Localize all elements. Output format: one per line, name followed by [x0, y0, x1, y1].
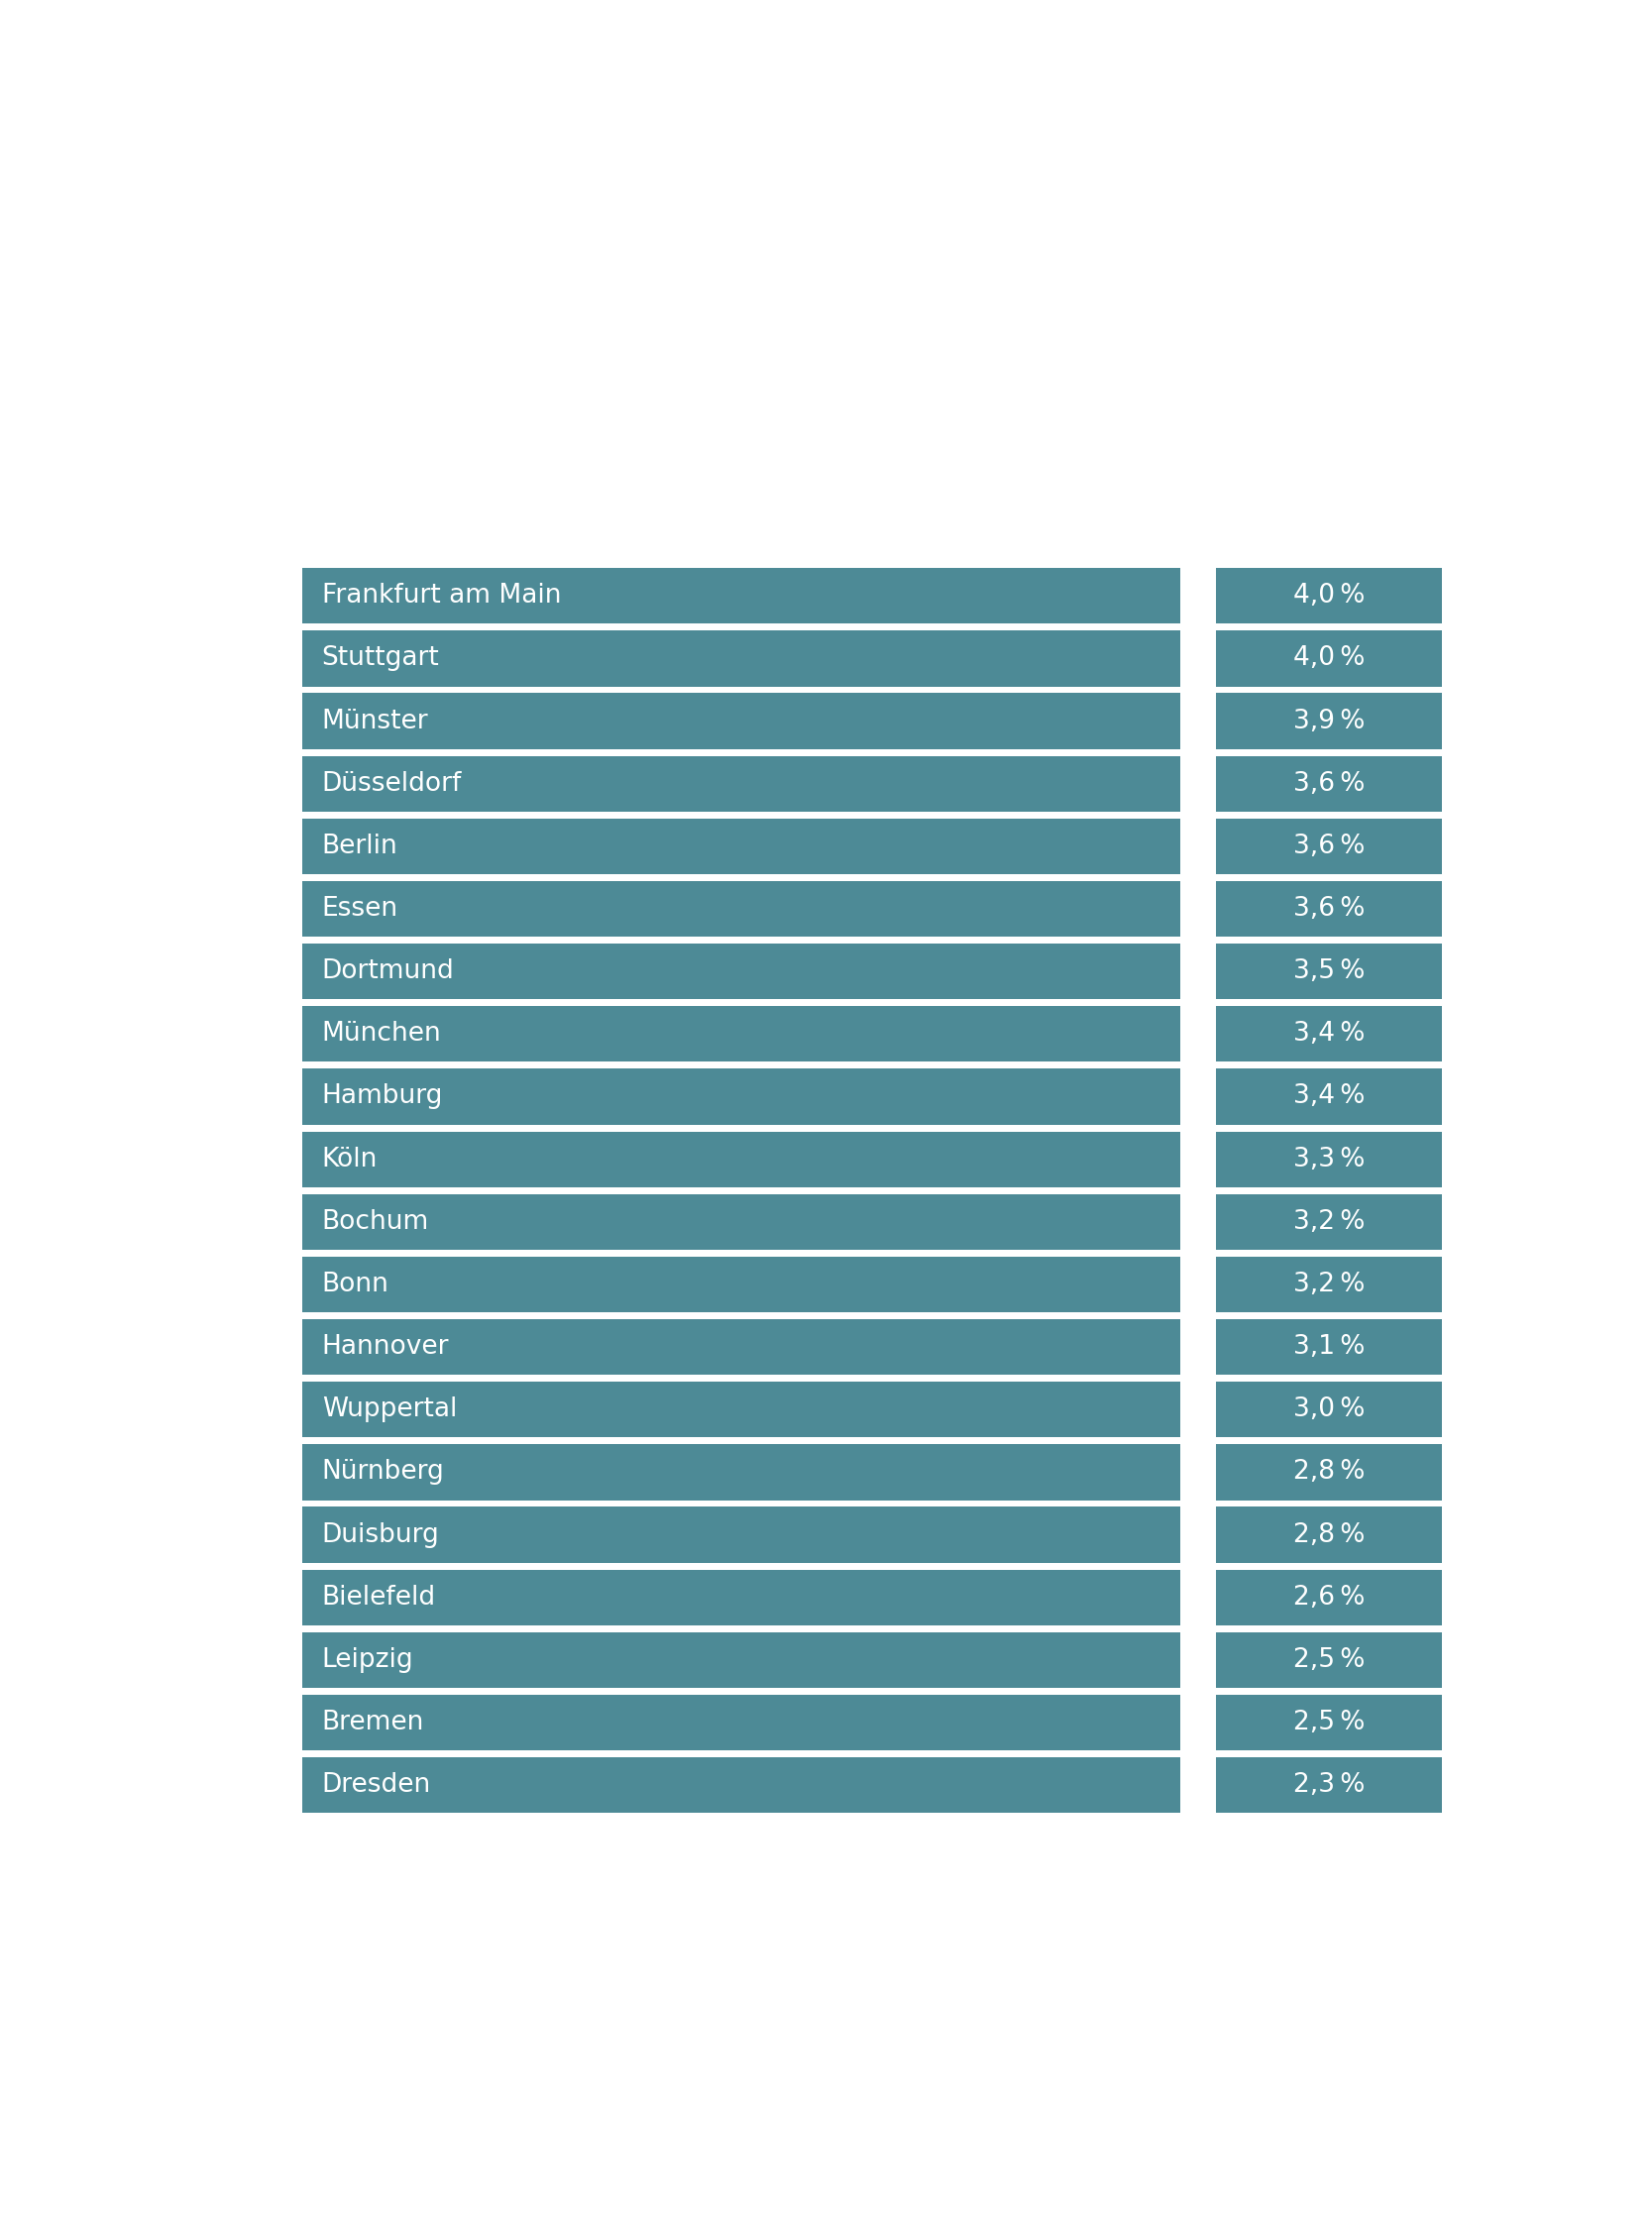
Text: 3,0 %: 3,0 % — [1294, 1396, 1365, 1423]
Text: Bremen: Bremen — [322, 1710, 425, 1735]
Text: Essen: Essen — [322, 896, 398, 921]
Text: 3,5 %: 3,5 % — [1294, 959, 1365, 983]
FancyBboxPatch shape — [1216, 1193, 1442, 1249]
Text: 3,1 %: 3,1 % — [1294, 1334, 1365, 1360]
FancyBboxPatch shape — [302, 1320, 1181, 1376]
FancyBboxPatch shape — [302, 1570, 1181, 1626]
FancyBboxPatch shape — [1216, 1131, 1442, 1186]
Text: Bielefeld: Bielefeld — [322, 1586, 436, 1610]
FancyBboxPatch shape — [302, 1131, 1181, 1186]
FancyBboxPatch shape — [1216, 881, 1442, 937]
Text: 3,2 %: 3,2 % — [1294, 1271, 1365, 1298]
FancyBboxPatch shape — [302, 881, 1181, 937]
Text: München: München — [322, 1021, 441, 1046]
FancyBboxPatch shape — [302, 1757, 1181, 1813]
Text: 3,6 %: 3,6 % — [1294, 834, 1365, 859]
FancyBboxPatch shape — [1216, 569, 1442, 624]
FancyBboxPatch shape — [302, 1445, 1181, 1501]
Text: Dresden: Dresden — [322, 1773, 431, 1797]
Text: 3,9 %: 3,9 % — [1294, 709, 1365, 734]
FancyBboxPatch shape — [302, 1507, 1181, 1563]
Text: Stuttgart: Stuttgart — [322, 647, 439, 671]
FancyBboxPatch shape — [1216, 1068, 1442, 1124]
Text: Berlin: Berlin — [322, 834, 398, 859]
FancyBboxPatch shape — [302, 1068, 1181, 1124]
FancyBboxPatch shape — [1216, 1320, 1442, 1376]
Text: Duisburg: Duisburg — [322, 1521, 439, 1548]
Text: Nürnberg: Nürnberg — [322, 1458, 444, 1485]
FancyBboxPatch shape — [302, 1255, 1181, 1311]
Text: 3,4 %: 3,4 % — [1294, 1084, 1365, 1111]
FancyBboxPatch shape — [1216, 1632, 1442, 1688]
Text: 3,2 %: 3,2 % — [1294, 1209, 1365, 1235]
FancyBboxPatch shape — [1216, 1445, 1442, 1501]
Text: 2,5 %: 2,5 % — [1294, 1710, 1365, 1735]
Text: 4,0 %: 4,0 % — [1294, 647, 1365, 671]
FancyBboxPatch shape — [302, 694, 1181, 749]
FancyBboxPatch shape — [302, 1695, 1181, 1751]
Text: 2,3 %: 2,3 % — [1294, 1773, 1365, 1797]
FancyBboxPatch shape — [1216, 1255, 1442, 1311]
FancyBboxPatch shape — [1216, 818, 1442, 874]
FancyBboxPatch shape — [1216, 1006, 1442, 1061]
Text: Hamburg: Hamburg — [322, 1084, 443, 1111]
Text: 2,5 %: 2,5 % — [1294, 1648, 1365, 1672]
Text: Dortmund: Dortmund — [322, 959, 454, 983]
FancyBboxPatch shape — [302, 569, 1181, 624]
FancyBboxPatch shape — [1216, 1570, 1442, 1626]
Text: 3,6 %: 3,6 % — [1294, 772, 1365, 796]
FancyBboxPatch shape — [302, 943, 1181, 999]
Text: 3,4 %: 3,4 % — [1294, 1021, 1365, 1046]
Text: Leipzig: Leipzig — [322, 1648, 413, 1672]
Text: 2,8 %: 2,8 % — [1294, 1458, 1365, 1485]
FancyBboxPatch shape — [1216, 1695, 1442, 1751]
FancyBboxPatch shape — [302, 1632, 1181, 1688]
Text: 2,6 %: 2,6 % — [1294, 1586, 1365, 1610]
FancyBboxPatch shape — [1216, 631, 1442, 687]
Text: 3,3 %: 3,3 % — [1294, 1146, 1365, 1173]
FancyBboxPatch shape — [1216, 756, 1442, 812]
FancyBboxPatch shape — [1216, 943, 1442, 999]
Text: Hannover: Hannover — [322, 1334, 449, 1360]
Text: Bochum: Bochum — [322, 1209, 430, 1235]
Text: 3,6 %: 3,6 % — [1294, 896, 1365, 921]
Text: Düsseldorf: Düsseldorf — [322, 772, 463, 796]
FancyBboxPatch shape — [302, 1193, 1181, 1249]
Text: Wuppertal: Wuppertal — [322, 1396, 458, 1423]
FancyBboxPatch shape — [302, 1383, 1181, 1438]
FancyBboxPatch shape — [1216, 1507, 1442, 1563]
FancyBboxPatch shape — [1216, 1757, 1442, 1813]
FancyBboxPatch shape — [302, 1006, 1181, 1061]
FancyBboxPatch shape — [1216, 694, 1442, 749]
Text: Münster: Münster — [322, 709, 428, 734]
Text: Köln: Köln — [322, 1146, 378, 1173]
Text: 4,0 %: 4,0 % — [1294, 582, 1365, 609]
Text: Frankfurt am Main: Frankfurt am Main — [322, 582, 562, 609]
FancyBboxPatch shape — [302, 818, 1181, 874]
Text: Bonn: Bonn — [322, 1271, 388, 1298]
FancyBboxPatch shape — [302, 756, 1181, 812]
Text: 2,8 %: 2,8 % — [1294, 1521, 1365, 1548]
FancyBboxPatch shape — [1216, 1383, 1442, 1438]
FancyBboxPatch shape — [302, 631, 1181, 687]
